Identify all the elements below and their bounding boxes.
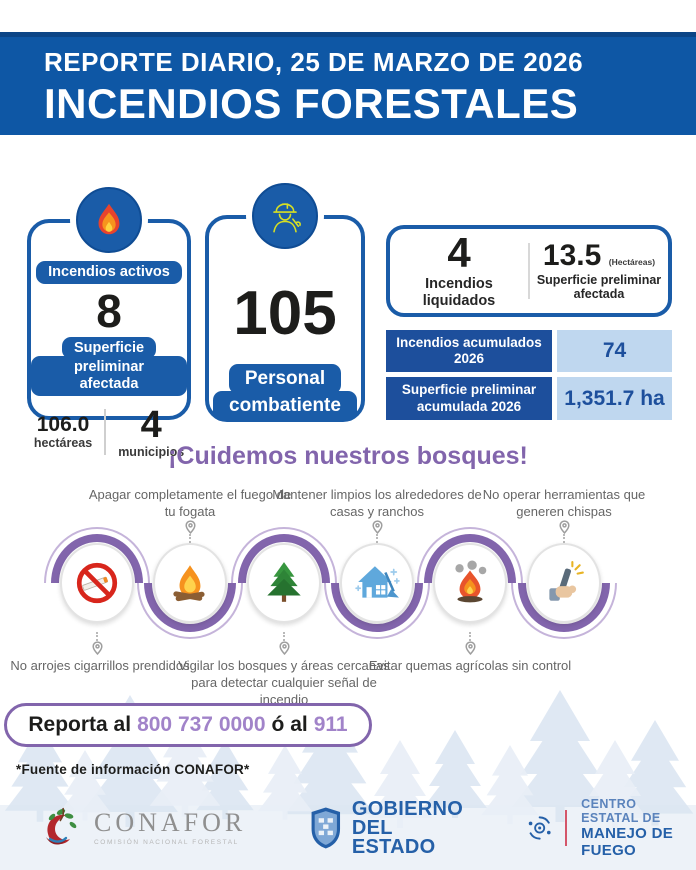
table-row: Incendios acumulados 2026 74 xyxy=(386,330,672,373)
fire-center-emblem-icon xyxy=(528,816,551,840)
fire-management-center-logo: CENTRO ESTATAL DE MANEJO DE FUEGO xyxy=(526,797,696,859)
surface-municipality-split: 106.0 hectáreas 4 municipios xyxy=(31,406,187,459)
extinguished-fires-card: 4 Incendios liquidados 13.5 (Hectáreas) … xyxy=(386,225,672,317)
personnel-badge: Personal combatiente xyxy=(209,364,361,421)
fire-center-line2: MANEJO DE FUEGO xyxy=(581,825,674,859)
map-pin-icon xyxy=(274,632,294,655)
prevention-step xyxy=(247,543,321,623)
map-pin-icon xyxy=(87,632,107,655)
house-cleaning-icon xyxy=(355,566,400,598)
vertical-divider xyxy=(528,243,530,299)
tip-no-sparks: No operar herramientas que generen chisp… xyxy=(482,487,646,519)
logo-divider xyxy=(564,810,568,846)
hectares-unit-note: (Hectáreas) xyxy=(608,256,656,267)
affected-surface-badge: Superficie preliminar afectada xyxy=(31,336,187,396)
active-fires-value: 8 xyxy=(96,284,122,337)
extinguished-count: 4 Incendios liquidados xyxy=(422,229,496,309)
flame-icon xyxy=(76,187,142,253)
emergency-number: 911 xyxy=(313,713,348,736)
active-fires-badge: Incendios activos xyxy=(36,261,182,284)
table-row: Superficie preliminar acumulada 2026 1,3… xyxy=(386,377,672,420)
extinguished-surface: 13.5 (Hectáreas) Superficie preliminar a… xyxy=(536,238,662,301)
firefighter-icon xyxy=(252,183,318,249)
state-government-logo: GOBIERNO DEL ESTADO xyxy=(308,797,467,858)
spark-tool-icon xyxy=(549,561,584,601)
map-pin-icon xyxy=(460,632,480,655)
prevention-step xyxy=(527,543,601,623)
conafor-logo: CONAFOR COMISIÓN NACIONAL FORESTAL xyxy=(38,804,246,852)
accumulated-table: Incendios acumulados 2026 74 Superficie … xyxy=(386,330,672,420)
report-phone-banner: Reporta al 800 737 0000 ó al 911 xyxy=(4,703,372,747)
header-banner: REPORTE DIARIO, 25 DE MARZO DE 2026 INCE… xyxy=(0,32,696,135)
tip-clean-surroundings: Mantener limpios los alrededores de casa… xyxy=(272,487,482,519)
accumulated-fires-value: 74 xyxy=(557,330,672,373)
government-line2: DEL ESTADO xyxy=(351,816,436,858)
accumulated-fires-label: Incendios acumulados 2026 xyxy=(396,335,542,367)
campfire-icon xyxy=(173,565,205,602)
page-title: INCENDIOS FORESTALES xyxy=(44,80,579,127)
conafor-emblem-icon xyxy=(46,807,77,845)
personnel-card: 105 Personal combatiente xyxy=(205,183,365,422)
prevention-step xyxy=(340,543,414,623)
map-pin-icon xyxy=(554,520,574,543)
forest-silhouette-background xyxy=(0,690,696,870)
tip-campfire: Apagar completamente el fuego de tu foga… xyxy=(88,487,292,519)
state-shield-icon xyxy=(311,807,341,849)
map-pin-icon xyxy=(367,520,387,543)
hectares-stat: 106.0 hectáreas xyxy=(33,413,93,451)
prevention-step xyxy=(433,543,507,623)
accumulated-surface-label: Superficie preliminar acumulada 2026 xyxy=(401,382,537,414)
footer-logos: CONAFOR COMISIÓN NACIONAL FORESTAL GOBIE… xyxy=(0,792,696,864)
tip-watch-forests: Vigilar los bosques y áreas cercanas par… xyxy=(178,658,390,707)
conafor-tagline: COMISIÓN NACIONAL FORESTAL xyxy=(94,839,239,846)
active-fires-card: Incendios activos 8 Superficie prelimina… xyxy=(27,187,191,459)
fire-center-line1: CENTRO ESTATAL DE xyxy=(581,797,661,825)
prevention-section: ¡Cuidemos nuestros bosques! Apagar compl… xyxy=(0,430,696,707)
source-note: *Fuente de información CONAFOR* xyxy=(16,762,250,777)
no-smoking-icon xyxy=(76,562,118,604)
statistics-section: Incendios activos 8 Superficie prelimina… xyxy=(0,170,696,459)
prevention-heading: ¡Cuidemos nuestros bosques! xyxy=(168,442,528,470)
prevention-step xyxy=(153,543,227,623)
tip-no-cigarettes: No arrojes cigarrillos prendidos xyxy=(10,658,190,673)
personnel-value: 105 xyxy=(233,279,337,348)
government-line1: GOBIERNO xyxy=(351,797,464,820)
map-pin-icon xyxy=(180,520,200,543)
vertical-divider xyxy=(104,409,107,456)
municipalities-stat: 4 municipios xyxy=(118,403,185,459)
report-middle: ó al xyxy=(271,713,308,736)
tip-no-agricultural-burns: Evitar quemas agrícolas sin control xyxy=(368,658,572,673)
report-phone-number: 800 737 0000 xyxy=(137,713,266,736)
report-prefix: Reporta al xyxy=(28,713,132,736)
conafor-wordmark: CONAFOR xyxy=(94,808,247,837)
prevention-step xyxy=(60,543,134,623)
pine-tree-icon xyxy=(267,562,301,602)
report-date: REPORTE DIARIO, 25 DE MARZO DE 2026 xyxy=(44,47,584,77)
uncontrolled-burn-icon xyxy=(455,560,487,603)
accumulated-surface-value: 1,351.7 ha xyxy=(557,377,672,420)
